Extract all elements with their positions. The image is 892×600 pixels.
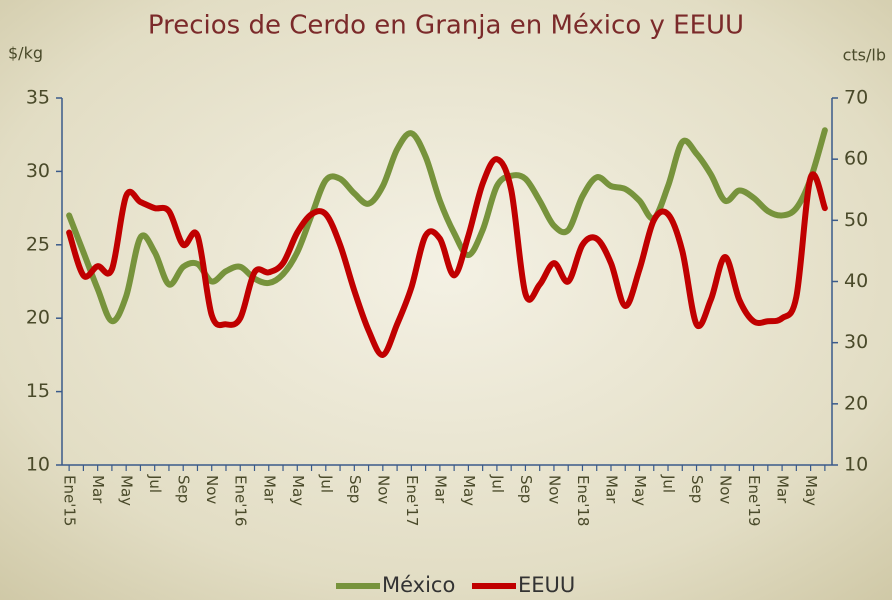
y-tick-label: 10 bbox=[26, 454, 50, 476]
y2-tick-label: 60 bbox=[844, 148, 868, 170]
y2-tick-label: 30 bbox=[844, 331, 868, 353]
y2-tick-label: 70 bbox=[844, 87, 868, 109]
series-line bbox=[66, 156, 828, 358]
x-tick-label: Mar bbox=[602, 475, 620, 504]
x-tick-label: May bbox=[118, 475, 136, 506]
x-tick-label: Nov bbox=[717, 475, 735, 504]
x-tick-label: Jul bbox=[488, 474, 506, 493]
x-tick-label: May bbox=[631, 475, 649, 506]
x-tick-label: Jul bbox=[146, 474, 164, 493]
y2-tick-label: 40 bbox=[844, 270, 868, 292]
y2-axis-label: cts/lb bbox=[843, 46, 886, 65]
x-tick-label: Nov bbox=[545, 475, 563, 504]
y-axis-label: $/kg bbox=[8, 44, 43, 63]
x-tick-label: Sep bbox=[346, 475, 364, 503]
x-tick-label: Ene'19 bbox=[745, 475, 763, 526]
y-tick-label: 25 bbox=[26, 233, 50, 255]
x-tick-label: Nov bbox=[374, 475, 392, 504]
x-tick-label: Mar bbox=[774, 475, 792, 504]
y-tick-label: 15 bbox=[26, 380, 50, 402]
x-tick-label: Sep bbox=[517, 475, 535, 503]
y2-tick-label: 50 bbox=[844, 209, 868, 231]
x-tick-label: Sep bbox=[175, 475, 193, 503]
x-tick-label: Nov bbox=[203, 475, 221, 504]
x-tick-label: Jul bbox=[317, 474, 335, 493]
x-tick-label: Mar bbox=[89, 475, 107, 504]
y2-tick-label: 20 bbox=[844, 392, 868, 414]
y-tick-label: 20 bbox=[26, 307, 50, 329]
x-tick-label: Mar bbox=[260, 475, 278, 504]
legend-label: México bbox=[382, 573, 455, 597]
series-line bbox=[66, 127, 828, 325]
x-tick-label: May bbox=[289, 475, 307, 506]
x-tick-label: Ene'18 bbox=[574, 475, 592, 526]
x-tick-label: Sep bbox=[688, 475, 706, 503]
x-tick-label: May bbox=[802, 475, 820, 506]
y-tick-label: 30 bbox=[26, 160, 50, 182]
x-tick-label: Mar bbox=[431, 475, 449, 504]
y-tick-label: 35 bbox=[26, 87, 50, 109]
x-tick-label: May bbox=[460, 475, 478, 506]
legend-label: EEUU bbox=[518, 573, 575, 597]
y2-tick-label: 10 bbox=[844, 454, 868, 476]
x-tick-label: Ene'15 bbox=[61, 475, 79, 526]
x-tick-label: Ene'17 bbox=[403, 475, 421, 526]
x-tick-label: Jul bbox=[660, 474, 678, 493]
chart-title: Precios de Cerdo en Granja en México y E… bbox=[148, 11, 744, 41]
x-tick-label: Ene'16 bbox=[232, 475, 250, 526]
